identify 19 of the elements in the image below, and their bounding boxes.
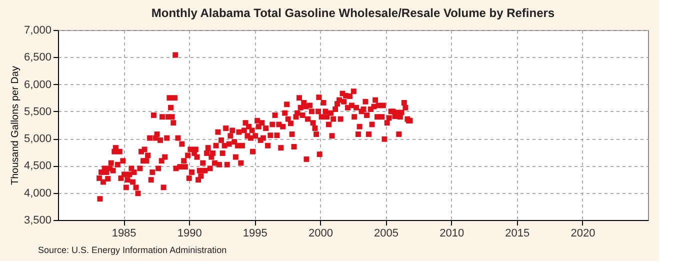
chart-title: Monthly Alabama Total Gasoline Wholesale/Resale Volume by Refiners [151, 6, 555, 20]
y-tick-label: 5,000 [24, 133, 52, 146]
x-tick-label: 2010 [440, 228, 464, 240]
y-axis-title: Thousand Gallons per Day [10, 66, 21, 185]
source-note: Source: U.S. Energy Information Administration [38, 245, 227, 255]
x-tick-label: 1985 [112, 228, 136, 240]
y-tick-label: 7,000 [24, 24, 52, 36]
x-tick-label: 1995 [242, 228, 268, 240]
y-tick-label: 4,000 [24, 187, 52, 200]
y-tick-label: 4,500 [24, 160, 52, 172]
x-tick-label: 1990 [177, 228, 202, 240]
y-tick-label: 3,500 [24, 214, 52, 226]
x-tick-label: 2000 [308, 228, 333, 240]
y-tick-label: 6,500 [24, 52, 52, 64]
x-tick-label: 2020 [570, 228, 596, 240]
x-tick-label: 2005 [374, 228, 399, 240]
y-tick-label: 6,000 [24, 78, 52, 91]
y-tick-label: 5,500 [24, 106, 52, 118]
x-tick-label: 2015 [505, 228, 530, 240]
